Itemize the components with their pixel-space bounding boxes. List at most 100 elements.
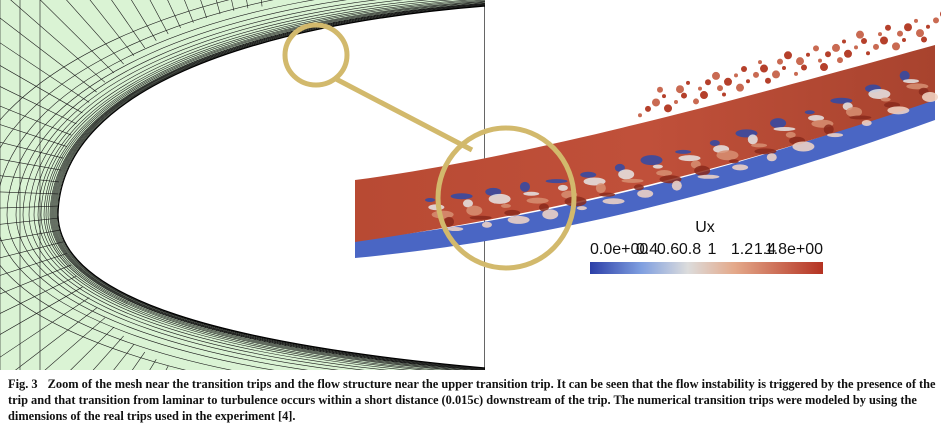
flow-structure xyxy=(861,38,867,45)
colorbar-tick-label: 1 xyxy=(708,241,717,258)
colorbar-tick-label: 1.4 xyxy=(754,241,776,258)
flow-structure xyxy=(640,155,663,166)
mesh-line xyxy=(55,5,485,369)
flow-structure xyxy=(637,189,654,198)
flow-structure xyxy=(820,63,828,72)
mesh-line xyxy=(0,297,90,358)
flow-structure xyxy=(904,23,912,32)
flow-structure xyxy=(443,216,454,227)
flow-structure xyxy=(599,192,616,197)
mesh-line xyxy=(47,2,485,370)
colorbar-title: Ux xyxy=(695,219,715,236)
mesh-line xyxy=(0,175,60,183)
mesh-line xyxy=(15,0,378,370)
mesh-line xyxy=(131,0,157,41)
highlight-connector xyxy=(334,76,474,153)
flow-structure xyxy=(753,71,759,78)
flow-structure xyxy=(751,143,768,148)
mesh-line xyxy=(0,191,59,195)
flow-structure xyxy=(844,49,852,58)
flow-structure xyxy=(830,97,853,104)
flow-structure xyxy=(676,85,684,94)
flow-structure xyxy=(538,203,549,212)
flow-structure xyxy=(697,174,720,179)
flow-structure xyxy=(481,221,492,228)
flow-structure xyxy=(794,71,798,76)
flow-structure xyxy=(837,57,843,64)
mesh-line xyxy=(0,217,60,225)
mesh-line xyxy=(113,344,135,370)
highlight-circle-mesh xyxy=(282,22,350,88)
flow-structure xyxy=(823,124,834,135)
mesh-line xyxy=(28,0,430,370)
colorbar-tick-label: 0.6 xyxy=(657,241,679,258)
flow-structure xyxy=(698,86,702,91)
flow-structure xyxy=(633,184,644,191)
flow-structure xyxy=(773,127,796,132)
flow-structure xyxy=(878,32,882,37)
mesh-line xyxy=(0,205,59,209)
flow-structure xyxy=(785,131,796,138)
flow-structure xyxy=(675,149,692,154)
mesh-grid xyxy=(0,0,485,370)
flow-structure xyxy=(861,120,872,127)
mesh-line xyxy=(37,0,475,370)
mesh-line xyxy=(0,253,67,276)
flow-structure xyxy=(866,51,870,56)
flow-structure xyxy=(922,92,938,102)
flow-structure xyxy=(656,169,673,176)
flow-structure xyxy=(447,227,464,232)
colorbar-tick-label: 0.0e+00 xyxy=(590,241,648,258)
mesh-line xyxy=(0,229,61,242)
figure-caption: Fig. 3 Zoom of the mesh near the transiti… xyxy=(8,376,936,424)
flow-structure xyxy=(621,178,644,183)
mesh-line xyxy=(10,0,106,83)
flow-structure xyxy=(899,70,910,81)
flow-structure xyxy=(618,169,635,180)
flow-structure xyxy=(469,215,492,220)
mesh-line xyxy=(15,307,97,370)
flow-structure xyxy=(645,105,651,112)
mesh-line xyxy=(53,4,485,370)
flow-structure xyxy=(813,45,819,52)
flow-structure xyxy=(801,64,807,71)
flow-structure xyxy=(880,97,891,102)
flow-structure xyxy=(754,148,777,155)
highlight-circle-flow xyxy=(435,125,577,271)
mesh-line xyxy=(43,0,485,370)
caption-label: Fig. 3 xyxy=(8,377,38,391)
flow-structure xyxy=(903,79,920,84)
flow-structure xyxy=(734,73,738,78)
mesh-line xyxy=(0,141,64,159)
flow-structure xyxy=(614,163,625,172)
mesh-line xyxy=(0,65,83,114)
flow-structure xyxy=(716,150,739,161)
flow-structure xyxy=(485,187,502,196)
flow-structure xyxy=(722,92,726,97)
mesh-line xyxy=(89,0,135,56)
flow-structure xyxy=(880,36,888,45)
mesh-line xyxy=(0,105,72,136)
flow-structure xyxy=(746,79,750,84)
mesh-line xyxy=(167,0,181,29)
flow-structure xyxy=(926,24,930,29)
flow-structure xyxy=(842,39,846,44)
flow-structure xyxy=(772,70,780,79)
mesh-line xyxy=(0,158,61,171)
flow-structure xyxy=(887,106,910,115)
mesh-line xyxy=(45,1,485,370)
flow-structure xyxy=(832,43,840,52)
mesh-line xyxy=(70,326,115,370)
mesh-line xyxy=(0,0,275,370)
mesh-line xyxy=(0,42,90,103)
colorbar-tick-label: 1.8e+00 xyxy=(765,241,823,258)
mesh-line xyxy=(33,0,453,370)
flow-structure xyxy=(664,104,672,113)
flow-structure xyxy=(545,179,568,184)
flow-structure xyxy=(849,115,872,120)
flow-structure xyxy=(827,133,844,138)
flow-structure xyxy=(846,106,863,117)
mesh-line xyxy=(92,335,124,370)
mesh-line xyxy=(0,264,72,295)
flow-structure xyxy=(694,165,711,176)
